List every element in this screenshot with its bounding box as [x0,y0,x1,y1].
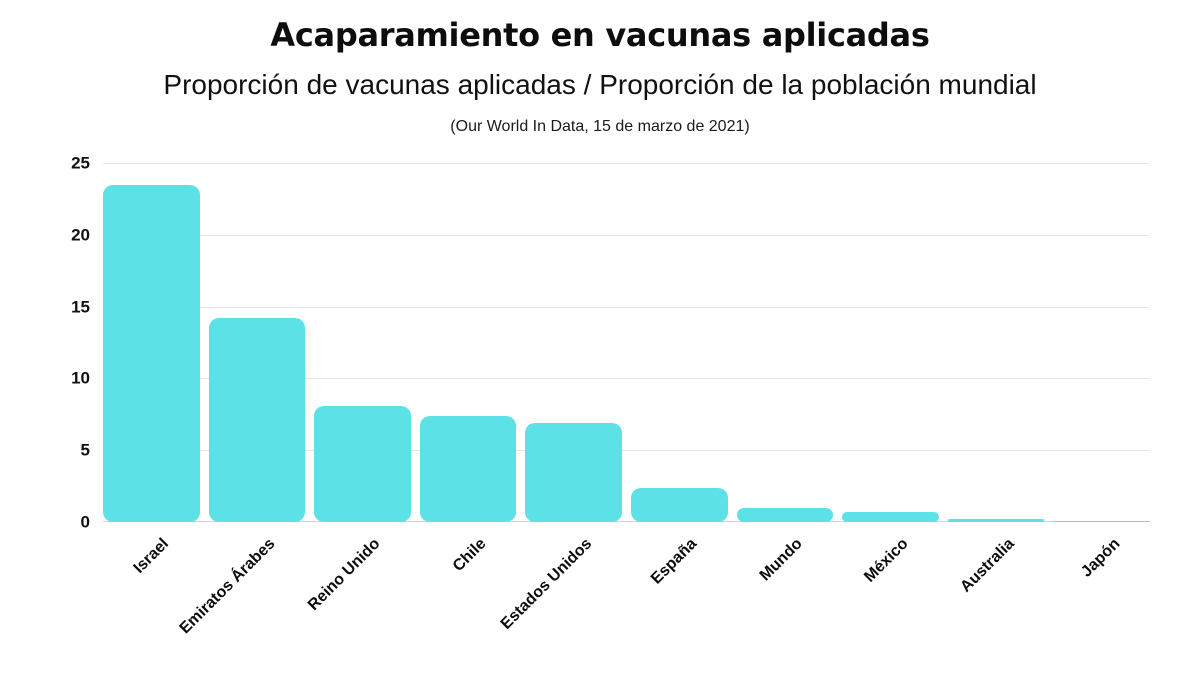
y-tick-label: 20 [71,225,90,245]
x-tick-label: España [648,535,701,588]
y-tick-label: 0 [80,512,90,532]
gridline [103,235,1150,236]
bar-japón [1053,520,1150,522]
bar-australia [947,519,1045,522]
x-tick-label: Israel [131,535,173,577]
chart-subtitle: Proporción de vacunas aplicadas / Propor… [163,69,1037,100]
y-tick-label: 25 [71,153,90,173]
x-slot: Israel [103,523,200,668]
bar-slot [842,163,939,522]
chart-source-caption: (Our World In Data, 15 de marzo de 2021) [450,118,750,135]
x-axis: Israel Emiratos Árabes Reino Unido Chile Est… [103,523,1150,668]
x-tick-label: Reino Unido [305,535,384,614]
y-tick-label: 15 [71,297,90,317]
bar-españa [630,487,728,522]
bar-slot [208,163,306,522]
x-tick-label: Mundo [757,535,807,585]
x-slot: Mundo [737,523,834,668]
y-tick-label: 5 [80,440,90,460]
bar-reino-unido [314,405,411,522]
x-tick-label: Chile [449,535,490,575]
bar-méxico [842,511,939,522]
bar-slot [314,163,411,522]
bar-series [103,163,1150,522]
y-axis: 0 5 10 15 20 25 [0,155,90,531]
x-slot: España [631,523,728,668]
x-tick-label: México [861,535,912,586]
x-slot: Australia [948,523,1045,668]
bar-slot [947,163,1045,522]
chart-title: Acaparamiento en vacunas aplicadas [270,16,930,54]
gridline [103,163,1150,164]
gridline [103,307,1150,308]
x-slot: Chile [420,523,517,668]
x-tick-label: Australia [956,535,1018,596]
bar-chile [419,415,517,522]
x-tick-label: Japón [1077,535,1123,581]
bar-slot [736,163,834,522]
bar-slot [103,163,200,522]
bar-slot [630,163,728,522]
gridline [103,378,1150,379]
bar-israel [103,184,200,522]
x-axis-baseline [103,521,1150,522]
x-slot: Emiratos Árabes [176,523,306,668]
x-slot: Japón [1053,523,1150,668]
bar-mundo [736,507,834,522]
y-tick-label: 10 [71,368,90,388]
bar-estados-unidos [525,422,622,522]
x-slot: México [842,523,939,668]
x-slot: Reino Unido [305,523,411,668]
bar-slot [525,163,622,522]
plot-area [103,163,1150,522]
x-slot: Estados Unidos [497,523,622,668]
bar-slot [1053,163,1150,522]
gridline [103,450,1150,451]
bar-slot [419,163,517,522]
bar-emiratos-árabes [208,318,306,522]
